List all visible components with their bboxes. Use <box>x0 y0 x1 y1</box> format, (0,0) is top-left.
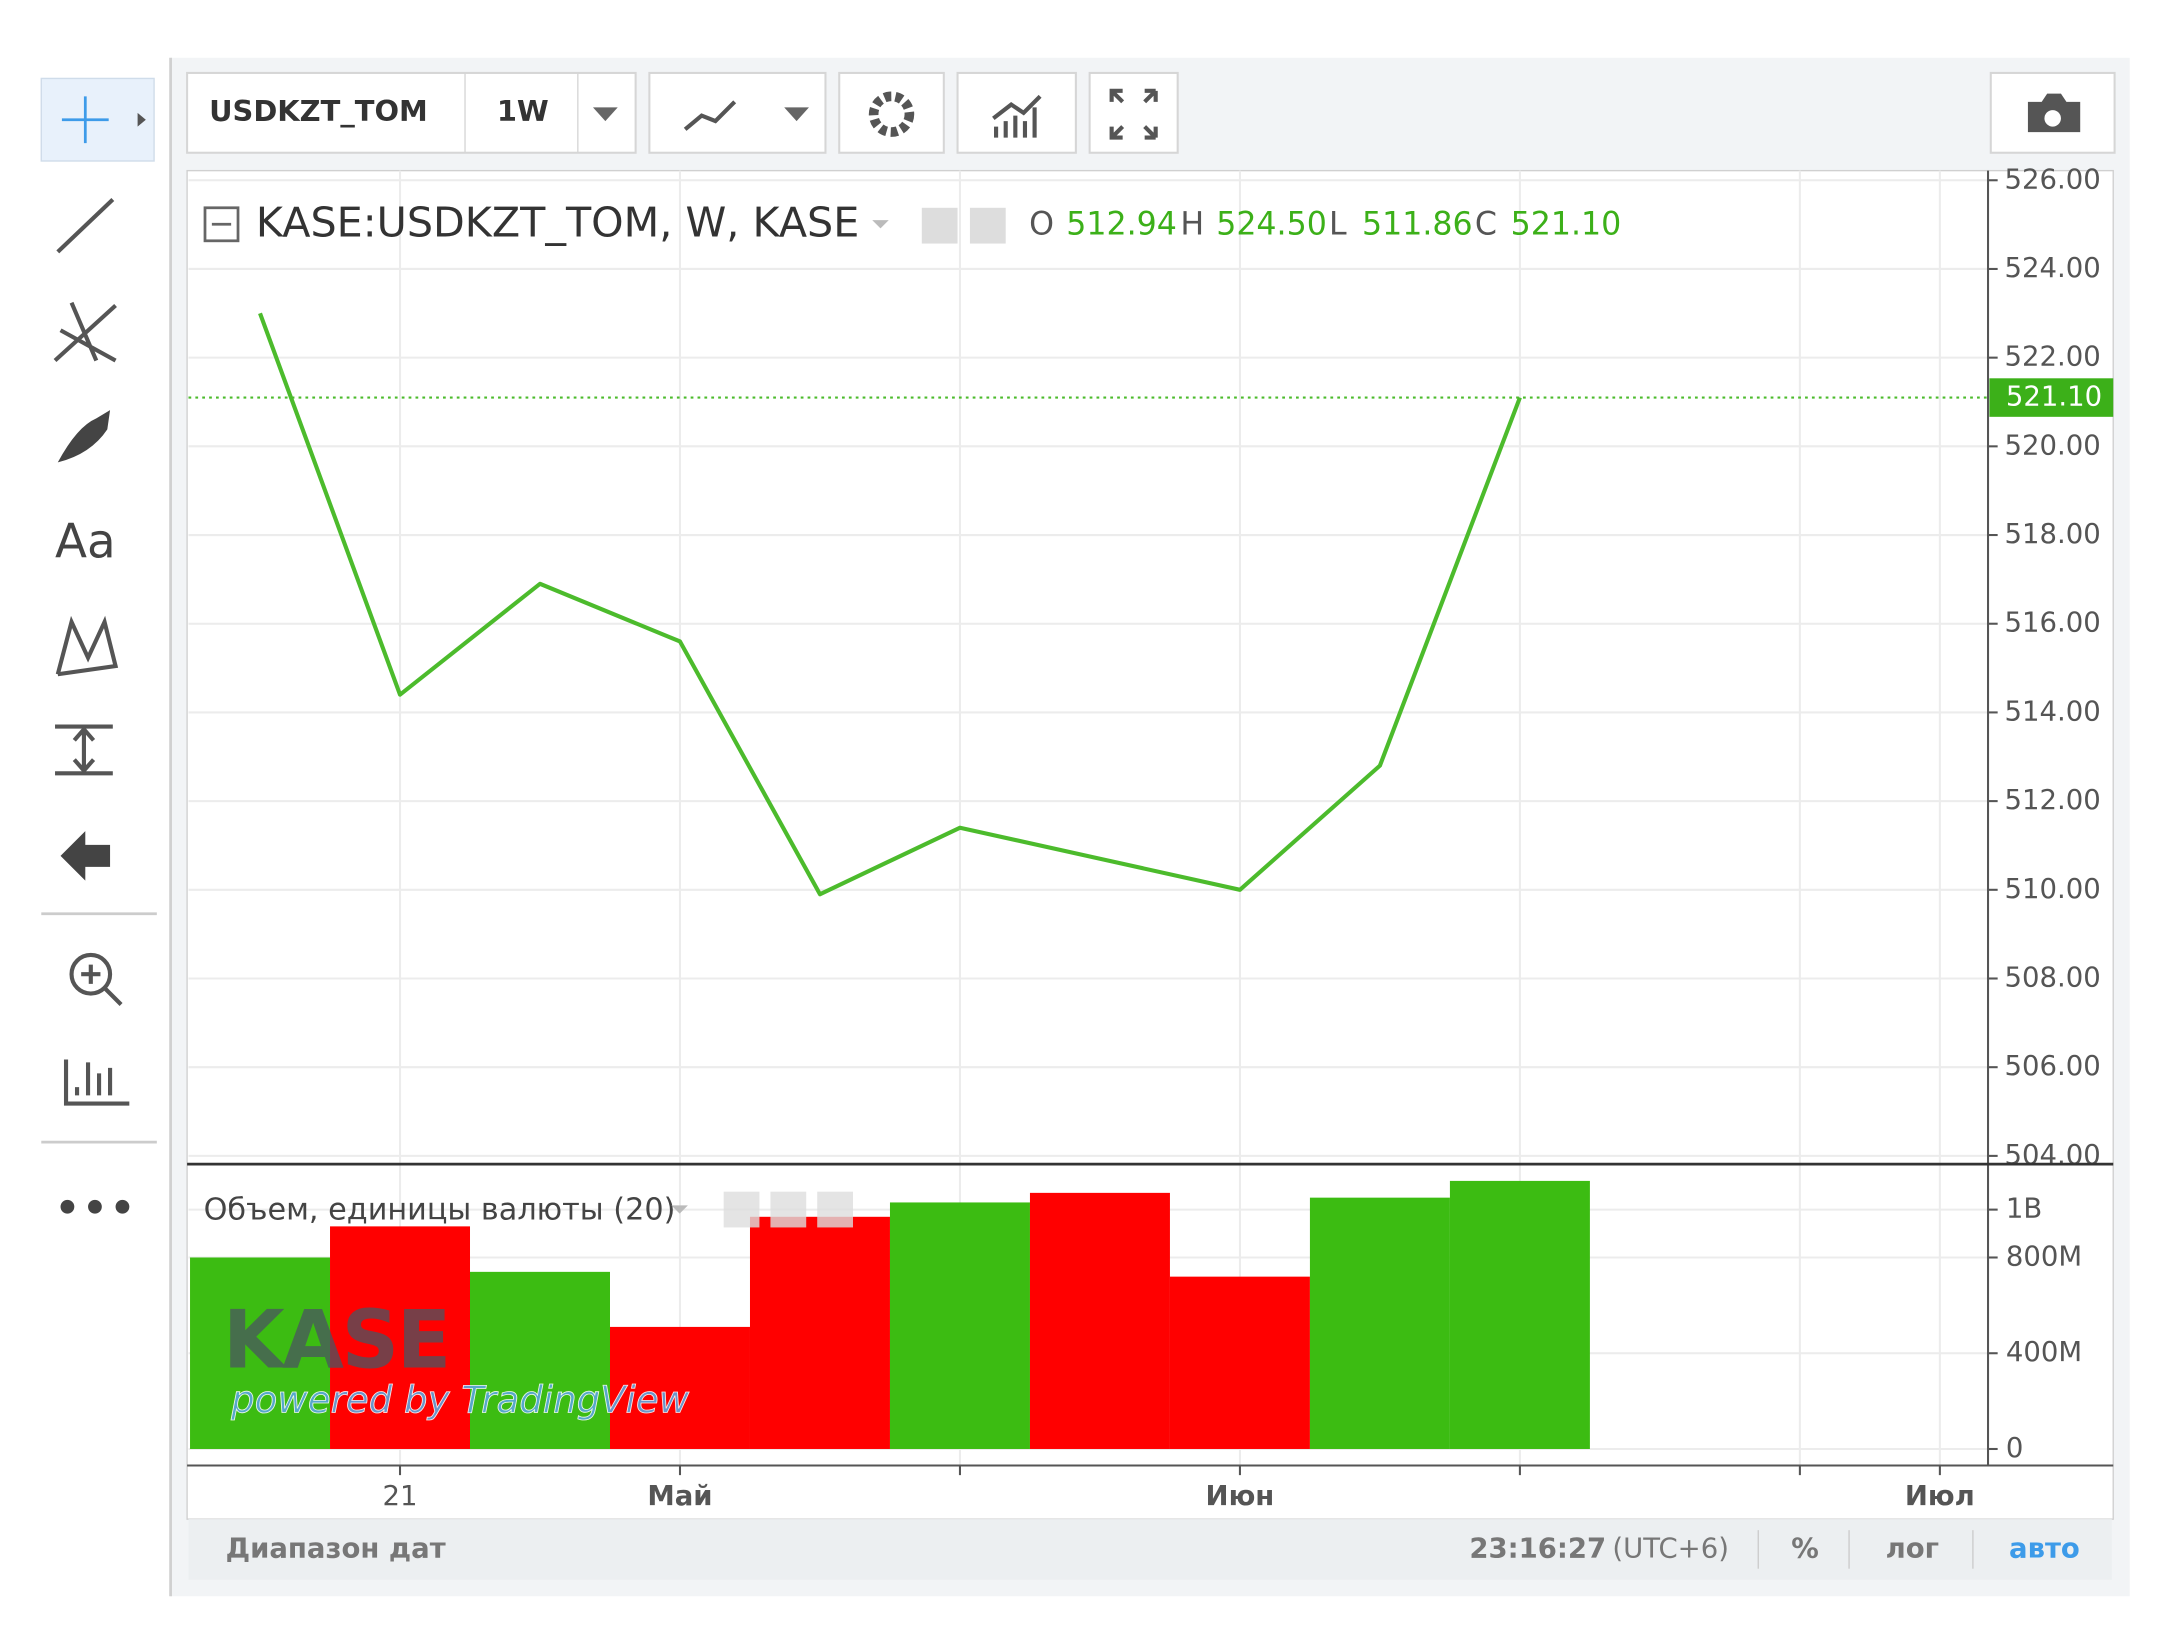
symbol-group <box>186 71 637 154</box>
more-tools[interactable] <box>60 1199 130 1214</box>
y-tick-label: 514.00 <box>2005 695 2101 727</box>
chart-tool[interactable] <box>63 1059 130 1106</box>
watermark-caption: powered by TradingView <box>230 1379 690 1422</box>
measure-tool[interactable] <box>55 724 113 776</box>
ohlc-label: H <box>1180 207 1204 243</box>
date-range-button[interactable]: Диапазон дат <box>226 1532 446 1564</box>
top-toolbar: USDKZT_TOM 1W <box>186 71 2116 154</box>
collapse-button[interactable] <box>203 206 240 243</box>
settings-icon <box>868 91 915 137</box>
text-tool[interactable]: Aa <box>55 515 116 569</box>
y-tick-label: 518.00 <box>2005 518 2101 550</box>
fullscreen-button[interactable] <box>1088 71 1179 154</box>
crosshair-icon <box>61 96 109 144</box>
indicators-button[interactable] <box>956 71 1077 154</box>
interval-button[interactable]: 1W <box>497 94 549 128</box>
legend-dropdown[interactable] <box>872 220 889 229</box>
y-tick-label: 508.00 <box>2005 961 2101 993</box>
pattern-tool[interactable] <box>55 615 119 677</box>
x-tick-label: Май <box>647 1480 712 1512</box>
ohlc-label: O <box>1029 207 1054 243</box>
ohlc-value: 524.50 <box>1216 207 1327 243</box>
volume-title: Объем, единицы валюты (20) <box>204 1192 676 1227</box>
volume-bar <box>1309 1197 1450 1449</box>
legend: KASE:USDKZT_TOM, W, KASE O 512.94 H 524.… <box>203 199 1622 247</box>
clock: 23:16:27 <box>1469 1532 1606 1564</box>
y-tick-label: 1B <box>2006 1193 2042 1225</box>
plot-area: 504.00 506.00 508.00 510.00 512.00 514.00 516.… <box>188 163 2114 1512</box>
log-toggle[interactable]: лог <box>1886 1532 1939 1564</box>
brush-tool[interactable] <box>57 410 111 463</box>
volume-bar <box>1169 1276 1310 1449</box>
style-dropdown[interactable] <box>784 107 809 122</box>
percent-toggle[interactable]: % <box>1791 1532 1819 1564</box>
line-style-icon <box>683 100 737 131</box>
ohlc-label: C <box>1475 207 1497 243</box>
interval-dropdown[interactable] <box>592 107 618 122</box>
volume-bar <box>889 1202 1030 1449</box>
y-tick-label: 516.00 <box>2005 607 2101 639</box>
format-button[interactable] <box>969 207 1006 244</box>
volume-bar <box>190 1257 331 1449</box>
camera-lens <box>2044 110 2061 127</box>
volume-control[interactable] <box>723 1191 760 1228</box>
trendline-tool[interactable] <box>56 198 115 254</box>
settings-button[interactable] <box>838 71 945 154</box>
y-tick-label: 526.00 <box>2005 163 2101 195</box>
volume-bar <box>1029 1192 1170 1449</box>
y-tick-label: 506.00 <box>2005 1050 2101 1082</box>
status-bar-bg <box>188 1519 2112 1580</box>
indicators-icon <box>992 94 1042 138</box>
timezone[interactable]: (UTC+6) <box>1612 1532 1729 1564</box>
back-tool[interactable] <box>60 831 111 881</box>
y-tick-label: 524.00 <box>2005 252 2101 284</box>
ohlc-label: L <box>1329 207 1347 243</box>
volume-bar <box>749 1216 890 1449</box>
x-tick-label: Июн <box>1206 1480 1275 1512</box>
zoom-icon <box>81 964 123 1006</box>
y-tick-label: 0 <box>2006 1432 2023 1464</box>
zoom-tool[interactable] <box>69 952 113 996</box>
symbol-button[interactable]: USDKZT_TOM <box>209 94 428 128</box>
y-tick-label: 400M <box>2006 1336 2082 1368</box>
x-tick-label: Июл <box>1905 1480 1975 1512</box>
fullscreen-icon <box>1109 88 1158 140</box>
y-tick-label: 800M <box>2006 1240 2082 1272</box>
y-tick-label: 510.00 <box>2005 873 2101 905</box>
price-line <box>258 312 1522 897</box>
volume-control[interactable] <box>770 1191 807 1228</box>
y-tick-label: 504.00 <box>2005 1139 2101 1171</box>
volume-bar <box>330 1226 471 1449</box>
ohlc-value: 512.94 <box>1066 207 1177 243</box>
volume-bar <box>1449 1180 1590 1449</box>
y-tick-label: 522.00 <box>2005 341 2101 373</box>
volume-dropdown <box>671 1205 688 1214</box>
auto-toggle[interactable]: авто <box>2009 1532 2080 1564</box>
watermark-logo: KASE <box>223 1294 451 1387</box>
x-tick-label: 21 <box>383 1480 418 1512</box>
last-price-tag <box>1989 378 2114 417</box>
volume-bar <box>470 1271 610 1449</box>
last-price-label: 521.10 <box>2006 381 2102 413</box>
expand-arrow <box>137 112 146 127</box>
y-tick-label: 520.00 <box>2005 429 2101 461</box>
ohlc-value: 511.86 <box>1362 207 1473 243</box>
ohlc-value: 521.10 <box>1511 207 1622 243</box>
status-bar: Диапазон дат 23:16:27 (UTC+6) % лог авто <box>188 1519 2112 1580</box>
fib-tool[interactable] <box>53 301 117 363</box>
volume-bar <box>609 1326 750 1449</box>
legend-title: KASE:USDKZT_TOM, W, KASE <box>256 199 859 247</box>
visibility-button[interactable] <box>921 207 958 244</box>
volume-control[interactable] <box>817 1191 853 1228</box>
left-toolbar: Aa <box>40 77 157 1214</box>
y-tick-label: 512.00 <box>2005 784 2101 816</box>
